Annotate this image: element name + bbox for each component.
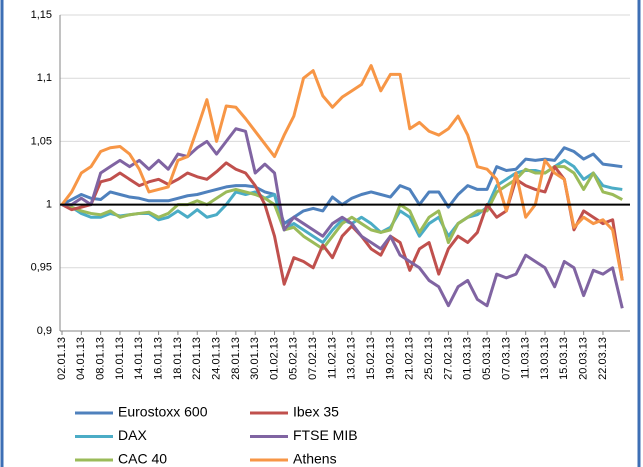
series-line <box>61 161 624 286</box>
x-tick-label: 16.01.13 <box>153 337 165 380</box>
x-tick-label: 05.03.13 <box>481 337 493 380</box>
x-tick-label: 21.02.13 <box>404 337 416 380</box>
legend-label: Athens <box>293 451 337 467</box>
x-tick-label: 11.02.13 <box>326 337 338 379</box>
series-line <box>60 64 624 281</box>
y-tick-label: 1 <box>46 199 52 211</box>
y-tick-label: 1,05 <box>31 135 52 147</box>
x-tick-label: 04.01.13 <box>75 337 87 380</box>
x-tick-label: 11.03.13 <box>520 337 532 379</box>
y-tick-label: 1,1 <box>37 72 52 84</box>
x-tick-label: 13.02.13 <box>346 337 358 380</box>
series-line <box>61 165 623 251</box>
legend-label: Eurostoxx 600 <box>118 404 208 420</box>
x-tick-label: 13.03.13 <box>539 337 551 380</box>
x-tick-label: 30.01.13 <box>249 337 261 380</box>
y-tick-label: 1,15 <box>31 9 52 21</box>
x-tick-label: 07.03.13 <box>500 337 512 380</box>
x-tick-label: 15.03.13 <box>558 337 570 380</box>
y-tick-label: 0,9 <box>37 325 52 337</box>
x-tick-label: 22.01.13 <box>191 337 203 380</box>
x-tick-label: 01.02.13 <box>268 337 280 380</box>
x-tick-label: 28.01.13 <box>230 337 242 380</box>
x-tick-label: 15.02.13 <box>365 337 377 380</box>
y-tick-label: 0,95 <box>31 262 52 274</box>
x-tick-label: 02.01.13 <box>56 337 68 380</box>
x-tick-label: 01.03.13 <box>462 337 474 380</box>
x-tick-label: 27.02.13 <box>442 337 454 380</box>
legend-label: CAC 40 <box>118 451 167 467</box>
x-tick-label: 24.01.13 <box>210 337 222 380</box>
x-tick-label: 19.02.13 <box>384 337 396 380</box>
legend-label: FTSE MIB <box>293 427 358 443</box>
x-tick-label: 08.01.13 <box>95 337 107 380</box>
legend-label: DAX <box>118 427 147 443</box>
series-line <box>62 127 624 309</box>
x-tick-label: 22.03.13 <box>597 337 609 380</box>
x-tick-label: 05.02.13 <box>288 337 300 380</box>
x-tick-label: 25.02.13 <box>423 337 435 380</box>
x-tick-label: 07.02.13 <box>307 337 319 380</box>
legend-label: Ibex 35 <box>293 404 339 420</box>
x-tick-label: 20.03.13 <box>578 337 590 380</box>
x-tick-label: 18.01.13 <box>172 337 184 380</box>
x-tick-label: 10.01.13 <box>114 337 126 380</box>
x-tick-label: 14.01.13 <box>133 337 145 380</box>
